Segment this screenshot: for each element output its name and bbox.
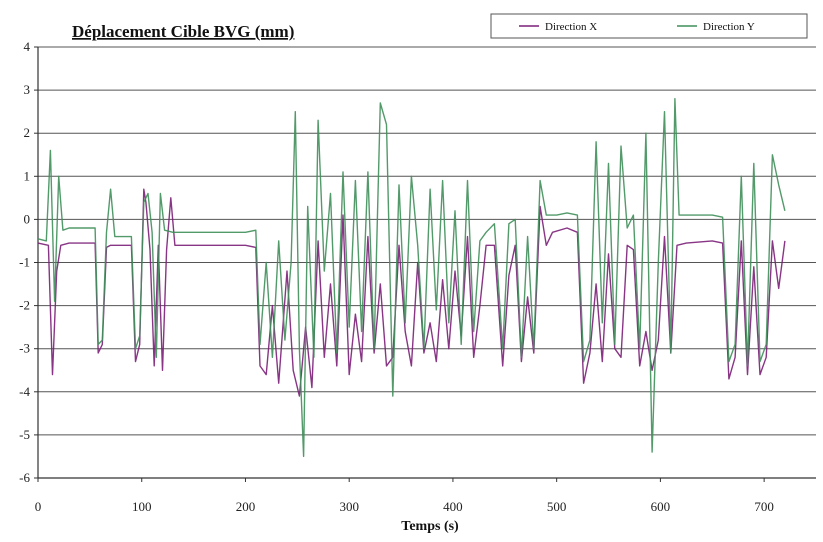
x-axis-label: Temps (s) bbox=[401, 519, 459, 534]
chart-title: Déplacement Cible BVG (mm) bbox=[72, 22, 294, 41]
x-tick-label: 400 bbox=[443, 499, 463, 514]
legend-box bbox=[490, 13, 808, 39]
legend-label: Direction Y bbox=[703, 21, 755, 33]
y-tick-label: -1 bbox=[19, 255, 30, 270]
x-tick-label: 600 bbox=[651, 499, 671, 514]
series-line-direction-y bbox=[37, 98, 786, 458]
x-tick-label: 500 bbox=[547, 499, 567, 514]
x-tick-label: 700 bbox=[754, 499, 774, 514]
legend: Direction X Direction Y bbox=[490, 13, 808, 39]
series-lines bbox=[37, 98, 786, 458]
y-tick-label: 1 bbox=[24, 168, 31, 183]
y-tick-label: -3 bbox=[19, 341, 30, 356]
x-tick-label: 300 bbox=[339, 499, 359, 514]
y-tick-label: 4 bbox=[24, 39, 31, 54]
y-tick-label: -6 bbox=[19, 470, 30, 485]
axes: -6 -5 -4 -3 -2 -1 0 1 2 3 4 0 100 200 300 400 500 600 700 bbox=[19, 39, 816, 514]
y-tick-label: -2 bbox=[19, 298, 30, 313]
legend-label: Direction X bbox=[545, 21, 597, 33]
x-tick-label: 200 bbox=[236, 499, 256, 514]
y-tick-label: 0 bbox=[24, 211, 31, 226]
y-tick-label: 3 bbox=[24, 82, 31, 97]
y-tick-label: -4 bbox=[19, 384, 30, 399]
y-tick-label: -5 bbox=[19, 427, 30, 442]
y-tick-label: 2 bbox=[24, 125, 31, 140]
x-tick-label: 0 bbox=[35, 499, 42, 514]
x-tick-label: 100 bbox=[132, 499, 152, 514]
